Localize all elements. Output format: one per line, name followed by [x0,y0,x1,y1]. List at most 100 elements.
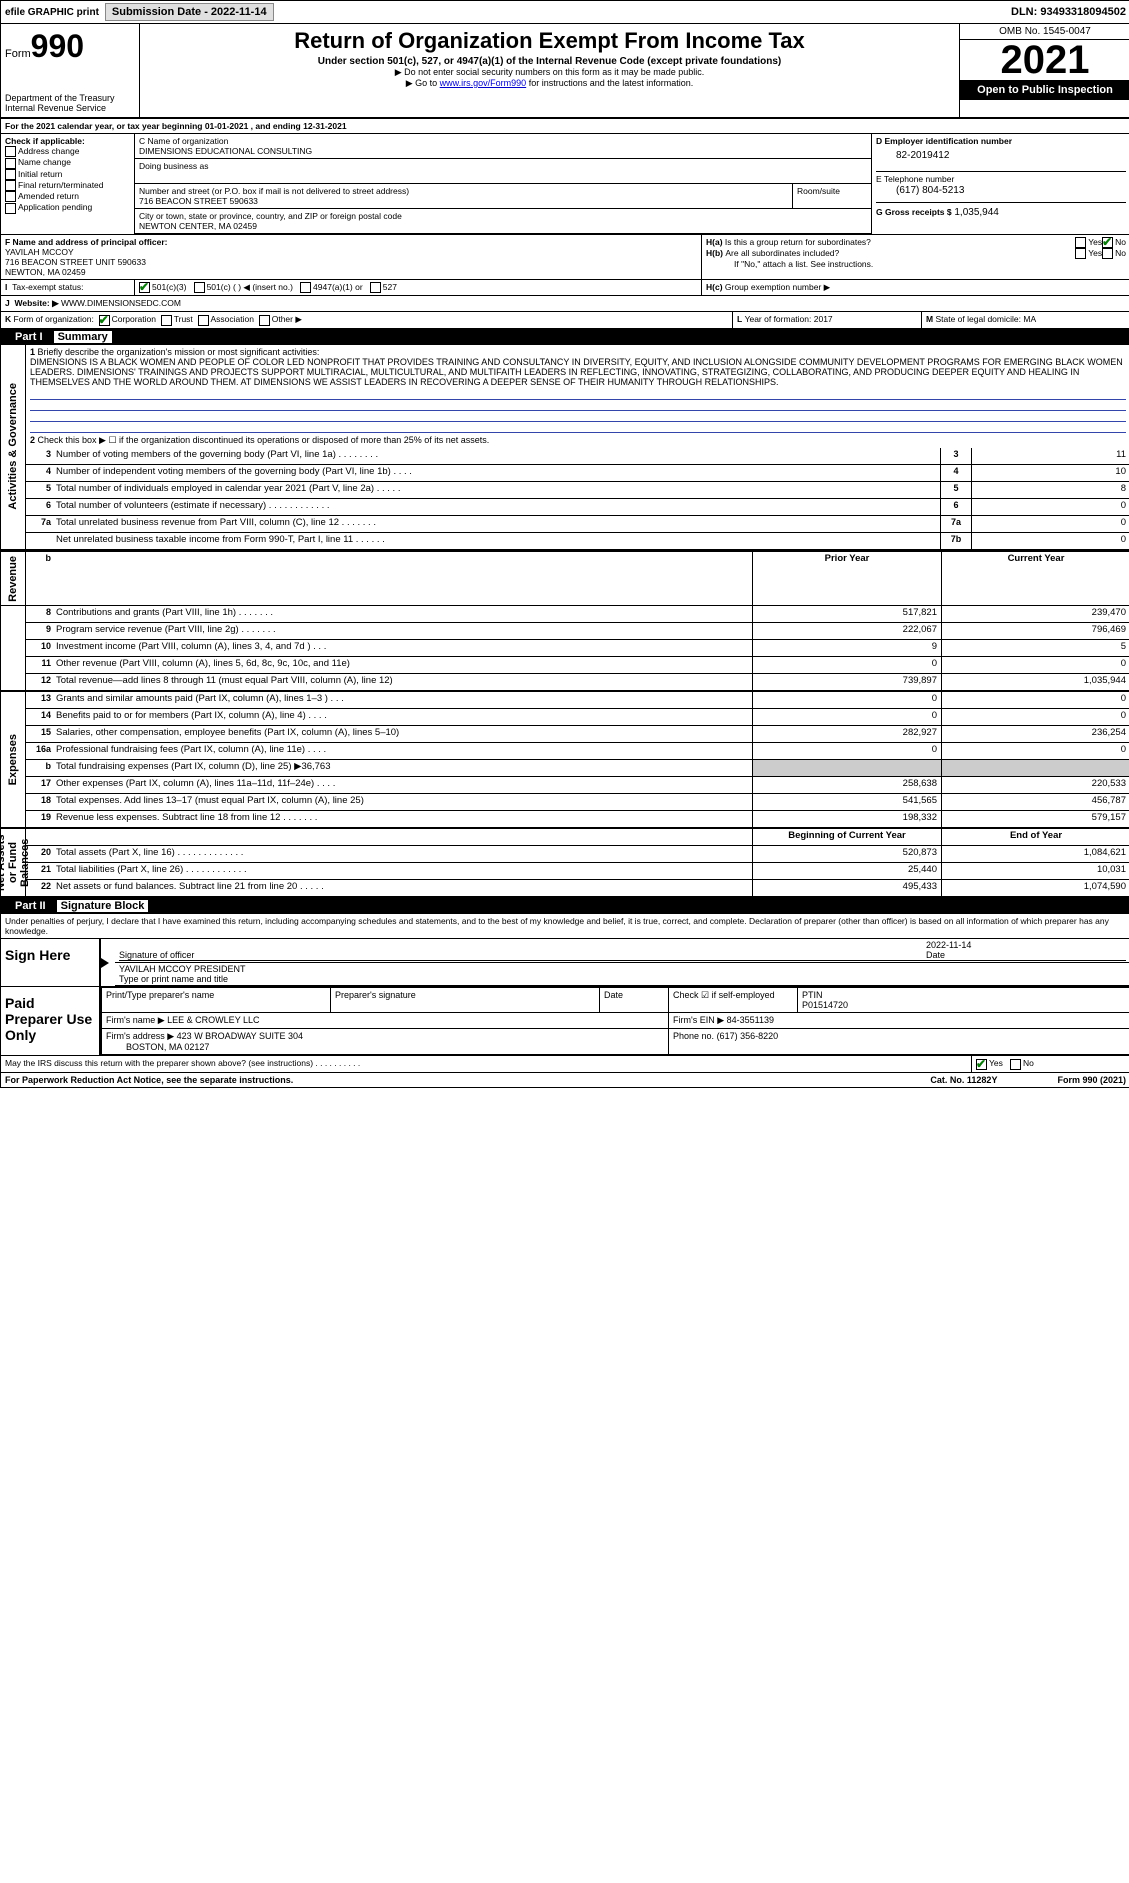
footer-mid: Cat. No. 11282Y [930,1075,997,1085]
discuss-row: May the IRS discuss this return with the… [1,1056,1129,1072]
paid-prep-label: Paid Preparer Use Only [1,987,101,1055]
perjury-decl: Under penalties of perjury, I declare th… [1,914,1129,939]
part2-title: Signature Block [57,900,149,912]
form-number: Form990 [5,28,135,65]
dept-label: Department of the Treasury [5,93,135,103]
e-label: E Telephone number [876,174,954,184]
gov-label: Activities & Governance [5,379,21,514]
checkbox-address-change[interactable] [5,146,16,157]
ha-no[interactable] [1102,237,1113,248]
net-label: Net Assets or Fund Balances [0,829,33,896]
data-line: 19Revenue less expenses. Subtract line 1… [26,811,1129,827]
year-formation: 2017 [814,314,833,324]
data-line: bTotal fundraising expenses (Part IX, co… [26,760,1129,777]
rule-line [30,422,1126,433]
website-value: WWW.DIMENSIONSEDC.COM [61,298,181,308]
two-col-header: Revenue b Prior Year Current Year [1,551,1129,607]
section-B: Check if applicable: Address change Name… [1,134,135,234]
rev-label: Revenue [5,552,21,606]
arrow-icon [101,958,109,968]
data-line: 17Other expenses (Part IX, column (A), l… [26,777,1129,794]
exp-label: Expenses [5,730,21,789]
section-C: C Name of organization DIMENSIONS EDUCAT… [135,134,871,234]
prep-name-lbl: Print/Type preparer's name [102,988,331,1013]
firm-name: LEE & CROWLEY LLC [167,1015,259,1025]
section-I: I Tax-exempt status: 501(c)(3) 501(c) ( … [1,280,1129,296]
org-name: DIMENSIONS EDUCATIONAL CONSULTING [139,146,312,156]
discuss-yes[interactable] [976,1059,987,1070]
section-revenue: Revenue 8Contributions and grants (Part … [1,606,1129,692]
form-990-page: efile GRAPHIC print Submission Date - 20… [0,0,1129,1088]
c-name-label: C Name of organization [139,136,228,146]
tax-year: 2021 [960,40,1129,80]
checkbox-amended[interactable] [5,191,16,202]
section-FH: F Name and address of principal officer:… [1,235,1129,280]
form-subtitle: Under section 501(c), 527, or 4947(a)(1)… [144,56,955,67]
data-line: 14Benefits paid to or for members (Part … [26,709,1129,726]
section-DEG: D Employer identification number 82-2019… [871,134,1129,234]
data-line: 11Other revenue (Part VIII, column (A), … [26,657,1129,674]
sign-here-block: Sign Here Signature of officer 2022-11-1… [1,939,1129,987]
beg-year-hdr: Beginning of Current Year [752,829,941,845]
checkbox-name-change[interactable] [5,158,16,169]
page-footer: For Paperwork Reduction Act Notice, see … [1,1073,1129,1087]
officer-name: YAVILAH MCCOY [5,247,74,257]
ha-yes[interactable] [1075,237,1086,248]
g-label: G Gross receipts $ [876,207,952,217]
checkbox-app-pending[interactable] [5,203,16,214]
cb-527[interactable] [370,282,381,293]
officer-addr1: 716 BEACON STREET UNIT 590633 [5,257,146,267]
part1-title: Summary [54,331,112,343]
gross-receipts: 1,035,944 [954,207,999,218]
gov-line: 6Total number of volunteers (estimate if… [26,499,1129,516]
header-mid: Return of Organization Exempt From Incom… [140,24,959,117]
checkbox-initial-return[interactable] [5,169,16,180]
cb-501c[interactable] [194,282,205,293]
gov-line: Net unrelated business taxable income fr… [26,533,1129,549]
data-line: 18Total expenses. Add lines 13–17 (must … [26,794,1129,811]
b-label: b [26,552,54,606]
data-line: 21Total liabilities (Part X, line 26) . … [26,863,1129,880]
ein-value: 82-2019412 [876,146,1126,165]
cb-assoc[interactable] [198,315,209,326]
state-domicile: MA [1023,314,1036,324]
top-toolbar: efile GRAPHIC print Submission Date - 20… [1,1,1129,24]
form-header: Form990 Department of the Treasury Inter… [1,24,1129,119]
hb-yes[interactable] [1075,248,1086,259]
checkbox-final-return[interactable] [5,180,16,191]
sign-here-label: Sign Here [1,939,101,986]
irs-link[interactable]: www.irs.gov/Form990 [440,78,527,88]
cb-trust[interactable] [161,315,172,326]
discuss-text: May the IRS discuss this return with the… [1,1056,972,1071]
officer-printed: YAVILAH MCCOY PRESIDENT [119,964,246,974]
data-line: 15Salaries, other compensation, employee… [26,726,1129,743]
curr-year-hdr: Current Year [941,552,1129,606]
cb-other[interactable] [259,315,270,326]
hb-no[interactable] [1102,248,1113,259]
firm-addr2: BOSTON, MA 02127 [126,1042,209,1052]
prep-sig-lbl: Preparer's signature [331,988,600,1013]
ptin-value: P01514720 [802,1000,848,1010]
data-line: 22Net assets or fund balances. Subtract … [26,880,1129,896]
submission-date-button[interactable]: Submission Date - 2022-11-14 [105,3,274,21]
net-header-row: Beginning of Current Year End of Year [26,829,1129,846]
part2-header: Part II Signature Block [1,898,1129,914]
prior-year-hdr: Prior Year [752,552,941,606]
dln-label: DLN: 93493318094502 [1011,6,1126,18]
ha-text: Is this a group return for subordinates? [725,237,1075,248]
cb-4947[interactable] [300,282,311,293]
firm-phone: (617) 356-8220 [717,1031,779,1041]
city-value: NEWTON CENTER, MA 02459 [139,221,257,231]
rule-line [30,411,1126,422]
footer-left: For Paperwork Reduction Act Notice, see … [5,1075,293,1085]
discuss-no[interactable] [1010,1059,1021,1070]
dba-label: Doing business as [139,161,208,171]
firm-ein: 84-3551139 [727,1015,774,1025]
cb-corp[interactable] [99,315,110,326]
cb-501c3[interactable] [139,282,150,293]
sig-date: 2022-11-14 [926,940,971,950]
sig-officer-lbl: Signature of officer [119,950,194,960]
section-expenses: Expenses 13Grants and similar amounts pa… [1,692,1129,829]
section-netassets: Net Assets or Fund Balances Beginning of… [1,829,1129,898]
data-line: 13Grants and similar amounts paid (Part … [26,692,1129,709]
